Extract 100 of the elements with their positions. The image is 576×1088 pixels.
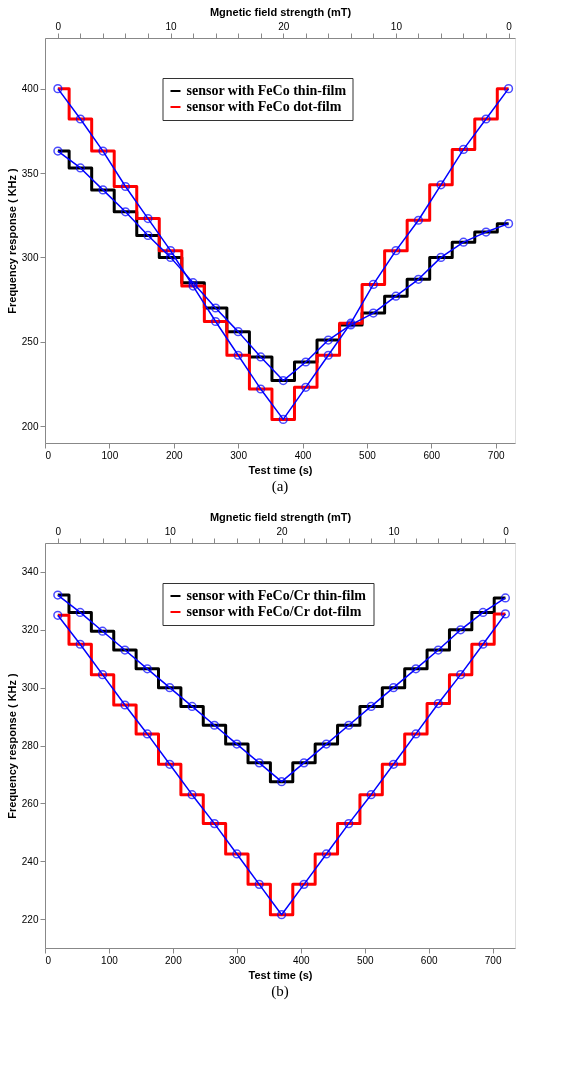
point bbox=[97, 670, 108, 680]
point bbox=[233, 350, 243, 360]
y-tick-label: 320 bbox=[21, 624, 39, 636]
y-tick-label: 400 bbox=[21, 83, 39, 95]
point bbox=[276, 910, 287, 920]
point bbox=[233, 327, 243, 337]
point bbox=[75, 163, 86, 173]
y-tick-label: 260 bbox=[21, 797, 39, 809]
text: 0 bbox=[55, 20, 62, 32]
point bbox=[75, 114, 86, 124]
point bbox=[120, 700, 130, 710]
text: 10 bbox=[390, 20, 403, 32]
point bbox=[53, 146, 63, 156]
point bbox=[232, 739, 242, 749]
point bbox=[165, 759, 175, 769]
point bbox=[53, 84, 63, 94]
point bbox=[187, 701, 197, 712]
x2-axis-title: Mgnetic field strength (mT) bbox=[209, 5, 352, 18]
x-tick-label: 500 bbox=[359, 449, 377, 461]
point bbox=[278, 375, 288, 386]
point bbox=[433, 698, 443, 709]
text: 20 bbox=[278, 20, 290, 32]
point bbox=[368, 308, 378, 318]
text: 0 bbox=[503, 525, 510, 537]
point bbox=[391, 291, 401, 301]
point bbox=[391, 246, 401, 256]
point bbox=[456, 670, 466, 680]
point bbox=[210, 316, 221, 327]
point bbox=[436, 180, 446, 190]
legend-label: sensor with FeCo/Cr thin-film bbox=[186, 588, 367, 603]
point bbox=[411, 729, 421, 739]
point bbox=[478, 639, 488, 649]
point bbox=[165, 252, 176, 262]
point bbox=[209, 720, 220, 730]
point bbox=[53, 610, 63, 620]
x-tick-label: 100 bbox=[101, 954, 119, 966]
point bbox=[388, 759, 399, 769]
point bbox=[299, 879, 309, 889]
y-tick-label: 340 bbox=[21, 566, 39, 578]
legend-label: sensor with FeCo/Cr dot-film bbox=[186, 604, 362, 619]
point bbox=[75, 639, 85, 649]
y-tick-label: 280 bbox=[21, 740, 39, 751]
x-tick-label: 0 bbox=[45, 449, 52, 461]
x-tick-label: 100 bbox=[101, 449, 119, 461]
point bbox=[120, 207, 131, 217]
legend-label: sensor with FeCo dot-film bbox=[186, 99, 342, 114]
point bbox=[458, 144, 469, 154]
point bbox=[142, 729, 152, 739]
y-axis-title: Frequency response ( KHz ) bbox=[5, 167, 18, 314]
y-tick-label: 350 bbox=[21, 167, 39, 179]
point bbox=[165, 683, 175, 693]
point bbox=[209, 818, 220, 829]
point bbox=[254, 879, 264, 889]
y-tick-label: 200 bbox=[21, 420, 39, 432]
text: 10 bbox=[388, 525, 400, 537]
point bbox=[503, 219, 514, 229]
text: 0 bbox=[55, 525, 62, 537]
point bbox=[120, 645, 130, 655]
point bbox=[481, 114, 491, 124]
point bbox=[301, 357, 311, 367]
point bbox=[232, 849, 242, 859]
text: 10 bbox=[164, 525, 177, 537]
point bbox=[321, 849, 331, 859]
point bbox=[478, 607, 488, 618]
x-tick-label: 400 bbox=[294, 449, 312, 461]
text: 0 bbox=[506, 20, 513, 32]
point bbox=[388, 683, 399, 693]
point bbox=[500, 609, 511, 619]
text: (a) bbox=[271, 478, 289, 495]
point bbox=[98, 146, 108, 156]
point bbox=[143, 213, 153, 224]
point bbox=[256, 352, 266, 362]
point bbox=[500, 593, 511, 603]
point bbox=[187, 790, 197, 800]
x-tick-label: 300 bbox=[228, 954, 247, 966]
point bbox=[413, 274, 424, 284]
point bbox=[503, 84, 514, 94]
x-tick-label: 600 bbox=[420, 954, 438, 966]
point bbox=[142, 664, 152, 674]
point bbox=[458, 237, 469, 247]
x-tick-label: 200 bbox=[165, 954, 183, 966]
point bbox=[436, 252, 446, 262]
text: (b) bbox=[271, 983, 289, 1000]
point bbox=[323, 350, 333, 360]
point bbox=[98, 185, 108, 195]
point bbox=[210, 303, 221, 313]
y-tick-label: 240 bbox=[21, 855, 39, 867]
y-axis-title: Frequency response ( KHz ) bbox=[5, 672, 18, 819]
point bbox=[368, 279, 378, 289]
point bbox=[299, 758, 309, 768]
x2-axis-title: Mgnetic field strength (mT) bbox=[209, 510, 352, 523]
point bbox=[411, 664, 421, 674]
point bbox=[301, 382, 311, 392]
point bbox=[344, 720, 354, 730]
x-axis-title: Test time (s) bbox=[248, 968, 313, 981]
point bbox=[481, 227, 491, 237]
x-tick-label: 500 bbox=[356, 954, 375, 966]
x-tick-label: 300 bbox=[230, 449, 248, 461]
legend-label: sensor with FeCo thin-film bbox=[186, 83, 347, 98]
x-tick-label: 400 bbox=[292, 954, 311, 966]
